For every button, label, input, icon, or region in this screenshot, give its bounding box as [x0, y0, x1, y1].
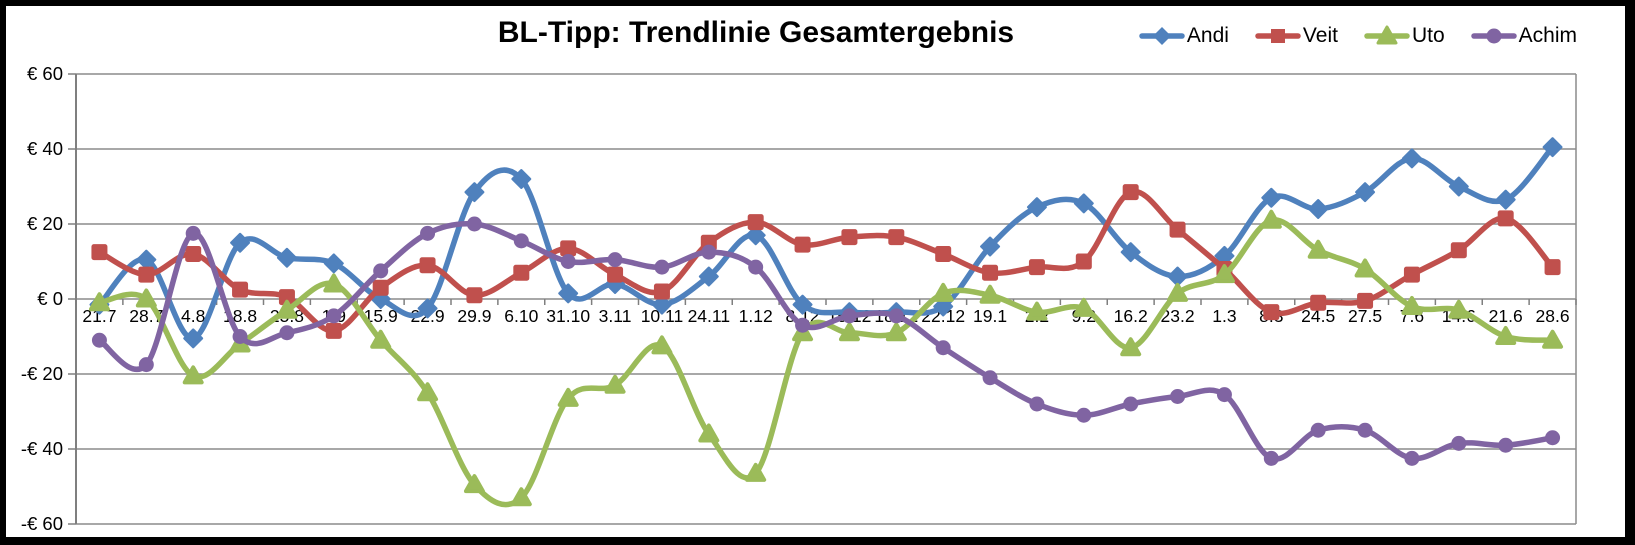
legend-item-andi: Andi	[1139, 24, 1229, 48]
x-tick-label: 16.2	[1114, 306, 1148, 326]
legend-item-uto: Uto	[1364, 24, 1445, 48]
x-tick-label: 3.11	[599, 306, 632, 326]
chart-title: BL-Tipp: Trendlinie Gesamtergebnis	[497, 16, 1015, 49]
andi-series-marker-icon	[1139, 27, 1185, 45]
x-tick-label: 23.2	[1161, 306, 1195, 326]
series-veit	[91, 184, 1561, 339]
x-tick-label: 4.8	[181, 306, 205, 326]
x-tick-label: 21.6	[1489, 306, 1523, 326]
y-tick-label: € 40	[27, 138, 63, 159]
y-tick-label: € 60	[27, 63, 63, 84]
x-tick-label: 1.3	[1212, 306, 1236, 326]
x-tick-label: 19.1	[973, 306, 1007, 326]
series-achim	[91, 216, 1561, 466]
x-tick-label: 10.11	[641, 306, 684, 326]
y-tick-label: -€ 60	[21, 513, 63, 534]
legend-label-andi: Andi	[1186, 24, 1229, 47]
gridlines	[76, 73, 1576, 525]
achim-series-marker-icon	[1470, 28, 1517, 44]
legend-label-achim: Achim	[1518, 24, 1577, 47]
y-tick-label: € 20	[27, 213, 63, 234]
y-tick-label: -€ 20	[21, 363, 63, 384]
x-tick-label: 24.5	[1301, 306, 1335, 326]
series-andi	[89, 137, 1563, 349]
x-tick-label: 31.10	[546, 306, 590, 326]
legend-item-achim: Achim	[1470, 24, 1577, 48]
x-tick-label: 15.9	[364, 306, 398, 326]
y-tick-label: € 0	[37, 288, 63, 309]
uto-series-marker-icon	[1364, 25, 1410, 45]
series-line-uto	[96, 217, 1556, 508]
legend-label-uto: Uto	[1411, 24, 1445, 47]
legend-item-veit: Veit	[1255, 24, 1338, 48]
legend: Andi Veit Uto Achim	[1139, 24, 1577, 48]
y-axis-labels: € 60 € 40 € 20 € 0 -€ 20 -€ 40 -€ 60	[21, 63, 63, 534]
x-tick-label: 1.12	[739, 306, 773, 326]
x-tick-label: 28.6	[1536, 306, 1570, 326]
x-tick-label: 29.9	[457, 306, 491, 326]
x-tick-label: 24.11	[688, 306, 731, 326]
x-tick-label: 6.10	[504, 306, 538, 326]
legend-label-veit: Veit	[1302, 24, 1338, 47]
y-tick-label: -€ 40	[21, 438, 63, 459]
series-uto	[88, 209, 1564, 508]
x-tick-label: 27.5	[1348, 306, 1382, 326]
veit-series-marker-icon	[1255, 29, 1301, 43]
